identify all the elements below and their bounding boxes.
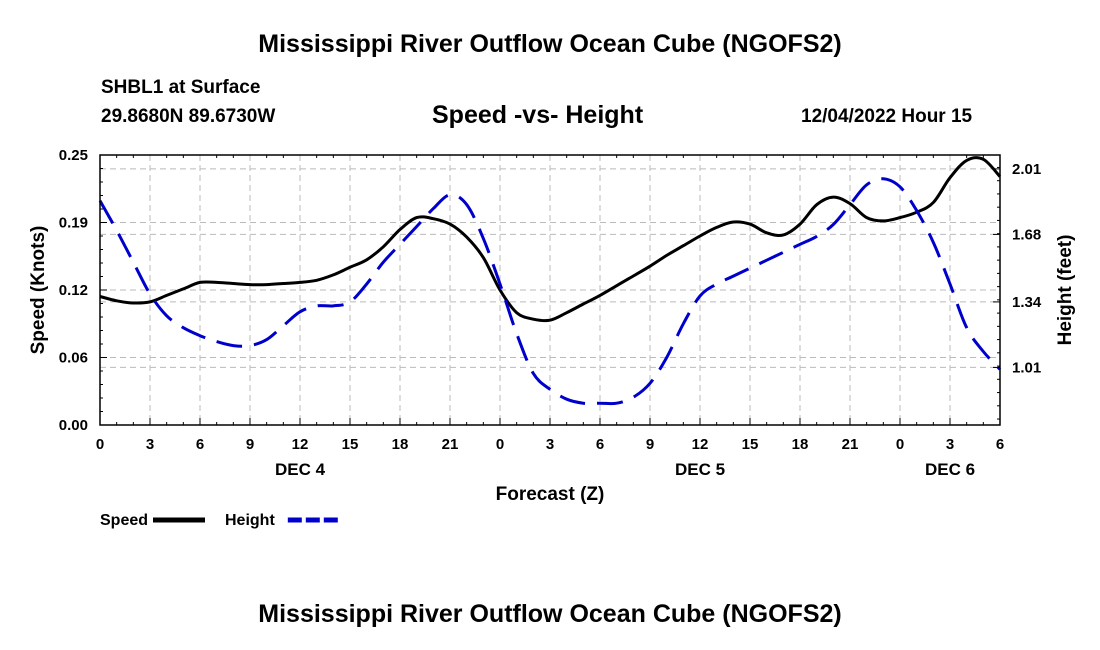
y-tick-label: 0.25: [59, 147, 88, 164]
y2-tick-label: 2.01: [1012, 161, 1041, 178]
x-tick-label: 18: [392, 436, 409, 453]
y2-tick-label: 1.01: [1012, 359, 1041, 376]
x-tick-label: 12: [692, 436, 709, 453]
speed-series-line: [99, 156, 1002, 323]
x-tick-label: 6: [596, 436, 604, 453]
x-tick-label: 3: [146, 436, 154, 453]
height-series-line: [98, 177, 1002, 406]
station-coords: 29.8680N 89.6730W: [101, 106, 276, 127]
date-label: DEC 5: [675, 460, 725, 479]
x-tick-label: 21: [842, 436, 859, 453]
legend: Speed Height: [100, 512, 340, 529]
speed-legend-label: Speed: [100, 512, 148, 529]
x-tick-label: 0: [96, 436, 104, 453]
x-tick-label: 9: [246, 436, 254, 453]
x-tick-label: 15: [742, 436, 759, 453]
x-tick-label: 3: [546, 436, 554, 453]
y2-axis-label: Height (feet): [1055, 235, 1076, 346]
x-tick-label: 0: [896, 436, 904, 453]
y-axis-label: Speed (Knots): [28, 226, 49, 355]
y2-tick-label: 1.34: [1012, 294, 1042, 311]
grid: [100, 155, 1000, 425]
x-tick-label: 6: [196, 436, 204, 453]
x-tick-label: 18: [792, 436, 809, 453]
chart-subtitle: Speed -vs- Height: [432, 101, 644, 129]
x-tick-label: 21: [442, 436, 459, 453]
y-tick-label: 0.19: [59, 215, 88, 232]
station-label: SHBL1 at Surface: [101, 77, 261, 98]
axes: 0 3 6 9 12 15 18 21 0 3 6 9 12 15 18 21 0 3 6 DEC 4 DEC 5 DEC…: [59, 147, 1042, 479]
y-tick-label: 0.06: [59, 350, 88, 367]
x-axis-label: Forecast (Z): [496, 484, 605, 505]
x-tick-label: 3: [946, 436, 954, 453]
x-tick-label: 12: [292, 436, 309, 453]
bottom-title: Mississippi River Outflow Ocean Cube (NG…: [258, 600, 842, 628]
x-tick-label: 6: [996, 436, 1004, 453]
x-tick-label: 9: [646, 436, 654, 453]
main-title: Mississippi River Outflow Ocean Cube (NG…: [258, 30, 842, 58]
x-tick-label: 15: [342, 436, 359, 453]
series-layer: [98, 156, 1002, 406]
forecast-datetime: 12/04/2022 Hour 15: [801, 106, 973, 127]
date-label: DEC 6: [925, 460, 975, 479]
date-label: DEC 4: [275, 460, 326, 479]
x-tick-label: 0: [496, 436, 504, 453]
y2-tick-label: 1.68: [1012, 226, 1041, 243]
y-tick-label: 0.00: [59, 417, 88, 434]
height-legend-label: Height: [225, 512, 275, 529]
y-tick-label: 0.12: [59, 282, 88, 299]
